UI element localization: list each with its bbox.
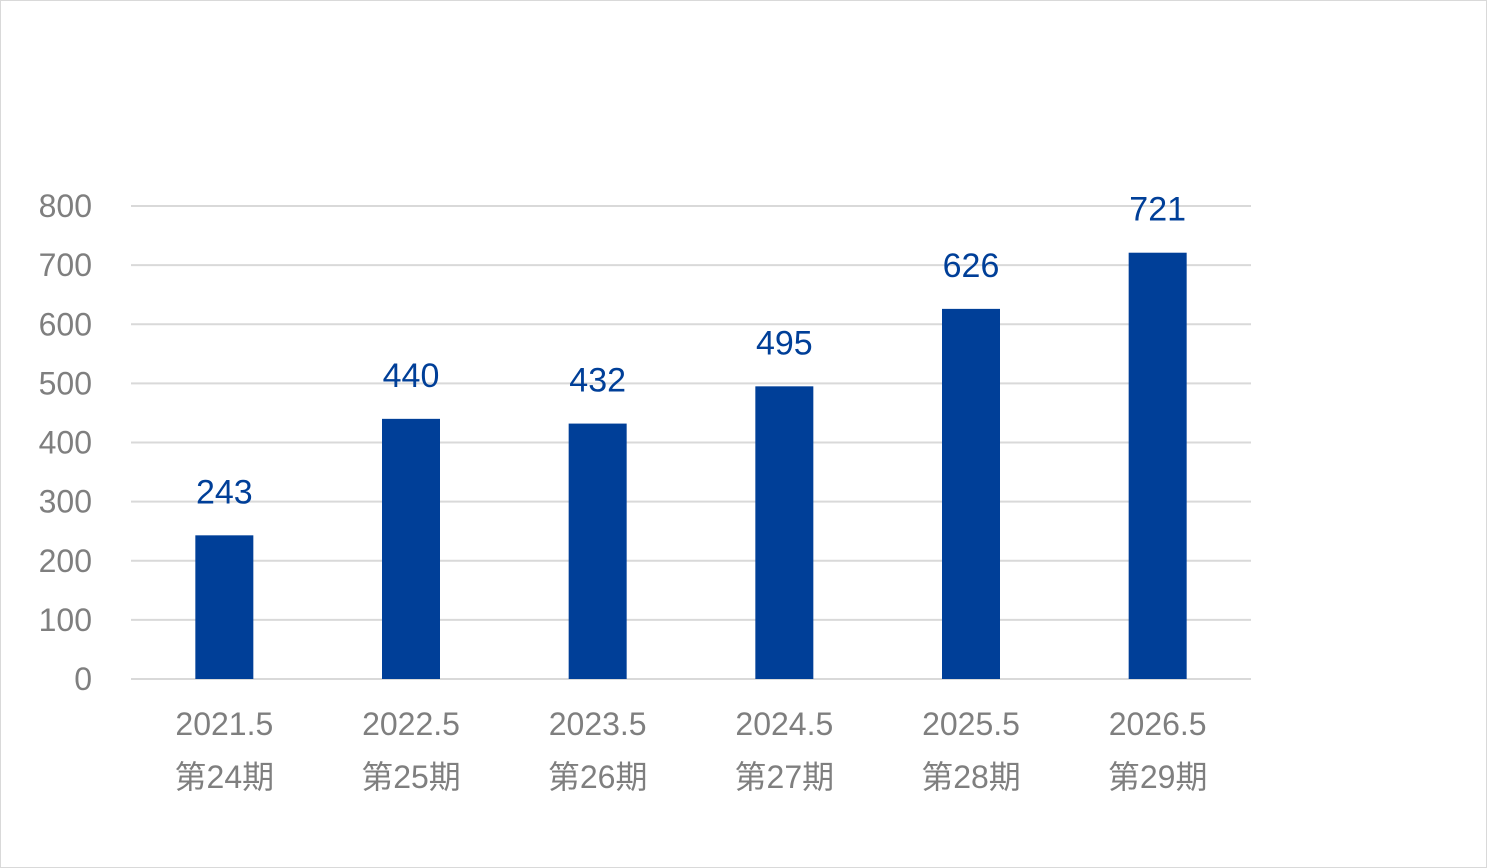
gridlines [131, 205, 1251, 680]
bars [195, 252, 1187, 680]
x-tick-label-date: 2022.5 [362, 706, 460, 742]
y-tick-label: 700 [39, 247, 92, 283]
bar [195, 535, 254, 679]
x-tick-label-date: 2026.5 [1109, 706, 1207, 742]
data-label: 495 [756, 324, 813, 362]
x-tick-label-period: 第29期 [1108, 759, 1208, 795]
data-label: 626 [943, 247, 1000, 285]
x-tick-label-period: 第24期 [175, 759, 275, 795]
data-label: 721 [1129, 191, 1186, 229]
y-tick-label: 300 [39, 484, 92, 520]
x-tick-label-date: 2025.5 [922, 706, 1020, 742]
y-tick-label: 400 [39, 425, 92, 461]
bar [1128, 252, 1187, 680]
data-label: 243 [196, 473, 253, 511]
x-tick-label-period: 第26期 [548, 759, 648, 795]
bar [382, 418, 440, 679]
x-tick-label-date: 2024.5 [735, 706, 833, 742]
y-tick-label: 200 [39, 543, 92, 579]
x-tick-label-date: 2021.5 [175, 706, 273, 742]
data-labels: 243 440 432 495 626 721 [196, 191, 1186, 512]
y-tick-label: 800 [39, 188, 92, 224]
bar [755, 386, 814, 679]
y-axis: 0 100 200 300 400 500 600 700 800 [39, 188, 92, 697]
x-tick-label-period: 第27期 [735, 759, 835, 795]
y-tick-label: 500 [39, 365, 92, 401]
data-label: 440 [383, 357, 440, 395]
x-tick-label-period: 第25期 [361, 759, 461, 795]
data-label: 432 [569, 362, 626, 400]
bar [942, 308, 1000, 679]
y-tick-label: 100 [39, 602, 92, 638]
x-tick-label-period: 第28期 [921, 759, 1021, 795]
y-tick-label: 0 [74, 661, 92, 697]
y-tick-label: 600 [39, 306, 92, 342]
x-axis: 2021.5 第24期 2022.5 第25期 2023.5 第26期 2024.5 第27期… [175, 706, 1208, 795]
bar [568, 423, 627, 679]
x-tick-label-date: 2023.5 [549, 706, 647, 742]
